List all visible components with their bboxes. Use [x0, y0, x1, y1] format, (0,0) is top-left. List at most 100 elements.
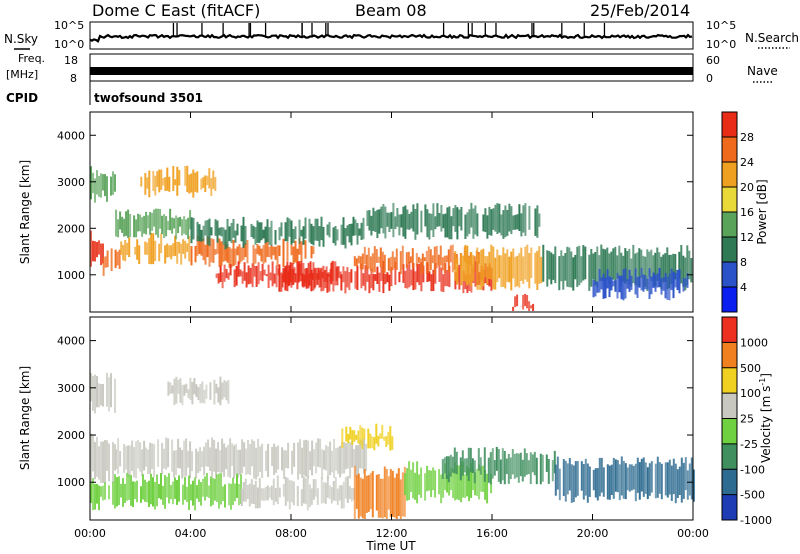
echo-stripe — [170, 245, 173, 260]
echo-stripe — [273, 273, 276, 284]
echo-stripe — [401, 245, 404, 270]
echo-stripe — [540, 256, 543, 283]
y-tick-label: 1000 — [57, 476, 85, 489]
echo-stripe — [462, 461, 465, 498]
echo-stripe — [177, 438, 180, 468]
echo-stripe — [650, 276, 653, 295]
echo-stripe — [262, 245, 265, 265]
echo-stripe — [464, 474, 467, 498]
colorbar-tick-label: -100 — [740, 463, 765, 476]
echo-stripe — [253, 266, 256, 277]
echo-stripe — [610, 277, 613, 291]
echo-stripe — [305, 439, 308, 477]
echo-stripe — [239, 449, 242, 475]
echo-stripe — [306, 268, 309, 287]
echo-stripe — [166, 243, 169, 258]
echo-stripe — [510, 206, 513, 235]
echo-stripe — [257, 262, 260, 285]
echo-stripe — [114, 474, 116, 509]
echo-stripe — [214, 249, 217, 255]
echo-stripe — [408, 213, 411, 230]
echo-stripe — [198, 224, 201, 242]
echo-stripe — [624, 463, 627, 500]
echo-stripe — [248, 483, 251, 507]
echo-stripe — [98, 240, 100, 255]
echo-stripe — [255, 447, 258, 480]
echo-stripe — [642, 255, 645, 290]
echo-stripe — [692, 469, 695, 502]
echo-stripe — [528, 253, 531, 289]
echo-stripe — [108, 377, 110, 412]
echo-stripe — [456, 465, 459, 500]
echo-stripe — [106, 176, 108, 202]
echo-stripe — [354, 219, 357, 236]
echo-stripe — [189, 210, 192, 230]
echo-stripe — [228, 226, 231, 242]
echo-stripe — [173, 218, 176, 229]
echo-stripe — [682, 462, 685, 499]
echo-stripe — [503, 451, 506, 485]
echo-stripe — [280, 222, 283, 237]
echo-stripe — [326, 273, 329, 293]
echo-stripe — [92, 434, 94, 472]
echo-stripe — [492, 246, 495, 290]
echo-stripe — [288, 480, 291, 510]
echo-stripe — [620, 252, 623, 286]
echo-stripe — [318, 226, 321, 247]
echo-stripe — [524, 203, 527, 236]
echo-stripe — [404, 205, 407, 239]
x-tick-label: 00:00 — [677, 527, 709, 540]
echo-stripe — [391, 470, 394, 517]
echo-stripe — [92, 172, 94, 194]
echo-stripe — [504, 253, 507, 289]
echo-stripe — [217, 273, 220, 284]
echo-stripe — [314, 218, 317, 241]
echo-stripe — [409, 256, 412, 263]
echo-stripe — [612, 457, 615, 499]
echo-stripe — [309, 451, 312, 471]
echo-stripe — [168, 176, 171, 192]
echo-stripe — [142, 474, 144, 500]
echo-stripe — [432, 269, 435, 291]
echo-stripe — [313, 449, 316, 467]
echo-stripe — [430, 213, 433, 231]
echo-stripe — [167, 381, 170, 396]
echo-stripe — [242, 244, 245, 260]
echo-stripe — [232, 477, 234, 505]
echo-stripe — [258, 245, 261, 256]
echo-stripe — [682, 277, 685, 292]
echo-stripe — [208, 218, 211, 246]
echo-stripe — [189, 441, 192, 478]
echo-stripe — [302, 263, 305, 288]
echo-stripe — [213, 439, 216, 472]
echo-stripe — [572, 257, 575, 291]
echo-stripe — [117, 219, 120, 238]
echo-stripe — [658, 252, 661, 282]
echo-stripe — [104, 482, 106, 500]
echo-stripe — [363, 246, 366, 265]
x-tick-label: 20:00 — [577, 527, 609, 540]
echo-stripe — [144, 173, 147, 195]
echo-stripe — [464, 274, 467, 290]
echo-stripe — [459, 457, 462, 481]
echo-stripe — [144, 479, 146, 502]
echo-stripe — [498, 203, 501, 233]
echo-stripe — [353, 256, 356, 267]
echo-stripe — [383, 466, 386, 518]
echo-stripe — [147, 449, 150, 474]
echo-stripe — [200, 237, 203, 256]
echo-stripe — [359, 477, 362, 517]
echo-stripe — [361, 439, 364, 469]
echo-stripe — [472, 255, 475, 282]
echo-stripe — [176, 241, 179, 264]
echo-stripe — [268, 246, 271, 258]
echo-stripe — [322, 265, 325, 291]
echo-stripe — [278, 264, 281, 292]
echo-stripe — [249, 267, 252, 284]
echo-stripe — [405, 252, 408, 268]
echo-stripe — [360, 222, 363, 240]
echo-stripe — [205, 442, 208, 467]
echo-stripe — [445, 456, 448, 479]
echo-stripe — [273, 443, 276, 475]
echo-stripe — [541, 454, 544, 482]
